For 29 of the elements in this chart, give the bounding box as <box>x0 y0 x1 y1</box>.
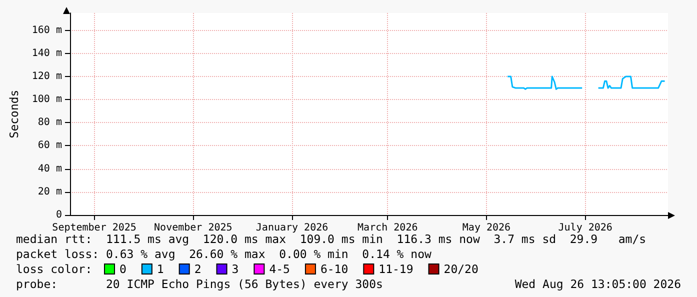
y-tick-label: 0 <box>56 210 62 220</box>
x-tick-label: September 2025 <box>52 222 136 234</box>
legend-label: 6-10 <box>320 262 348 276</box>
y-tick-label: 60 m <box>38 140 62 152</box>
text: probe: 20 ICMP Echo Pings (56 Bytes) every 300s <box>16 277 383 291</box>
text: median rtt: 111.5 ms avg 120.0 ms max 109.0 ms min 116.3 ms now 3.7 ms sd 29.9 am/s <box>16 232 646 246</box>
y-tick-label: 40 m <box>38 163 62 174</box>
y-tick-label: 160 m <box>32 24 62 36</box>
text: packet loss: 0.63 % avg 26.60 % max 0.00 % min 0.14 % now <box>16 247 432 261</box>
x-tick-label: May 2026 <box>462 222 511 234</box>
x-tick-label: July 2026 <box>558 222 612 234</box>
x-tick-label: January 2026 <box>256 222 328 234</box>
y-tick-label: 120 m <box>32 70 62 82</box>
x-tick-label: November 2025 <box>154 222 232 234</box>
legend-label: 20/20 <box>444 262 478 276</box>
y-tick-label: 140 m <box>32 48 62 59</box>
text: Wed Aug 26 13:05:00 2026 <box>514 277 682 291</box>
legend-label: 3 <box>232 262 239 276</box>
y-axis-title: Seconds <box>7 90 21 138</box>
y-tick-label: 80 m <box>38 117 62 128</box>
legend-title: loss color: <box>16 262 92 276</box>
legend-label: 1 <box>156 262 164 276</box>
legend-label: 11-19 <box>378 262 414 276</box>
y-tick-label: 20 m <box>38 186 62 198</box>
legend-label: 4-5 <box>269 262 290 276</box>
legend-label: 0 <box>120 262 126 276</box>
x-tick-label: March 2026 <box>358 222 418 234</box>
y-tick-label: 100 m <box>32 94 62 106</box>
legend-label: 2 <box>194 262 202 276</box>
